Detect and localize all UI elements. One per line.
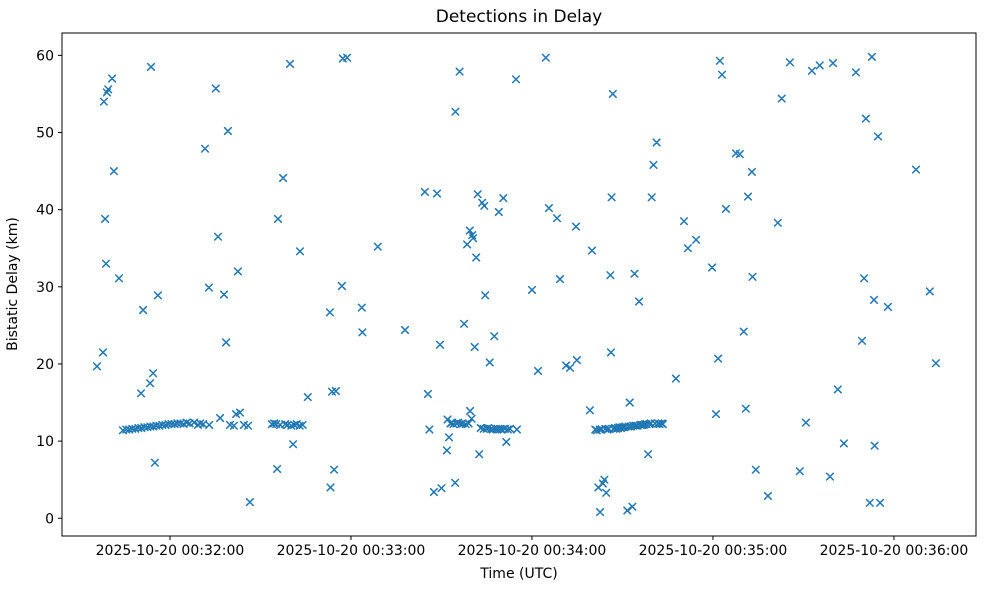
y-tick-label: 50 [36,126,54,142]
y-tick-label: 0 [45,511,54,527]
y-tick-label: 30 [36,280,54,296]
x-tick-label: 2025-10-20 00:33:00 [277,543,426,559]
chart-title: Detections in Delay [436,7,603,27]
y-tick-label: 10 [36,434,54,450]
data-points [92,52,940,517]
y-tick-label: 60 [36,48,54,64]
y-axis-label: Bistatic Delay (km) [5,217,21,351]
scatter-points [92,52,940,517]
axes: 2025-10-20 00:32:00 2025-10-20 00:33:00 20… [36,32,977,559]
y-tick-label: 20 [36,357,54,373]
plot-border [61,32,977,537]
y-tick-label: 40 [36,203,54,219]
x-tick-label: 2025-10-20 00:32:00 [96,543,245,559]
x-tick-label: 2025-10-20 00:36:00 [820,543,969,559]
x-axis-label: Time (UTC) [479,566,557,582]
x-tick-label: 2025-10-20 00:34:00 [458,543,607,559]
x-tick-label: 2025-10-20 00:35:00 [639,543,788,559]
